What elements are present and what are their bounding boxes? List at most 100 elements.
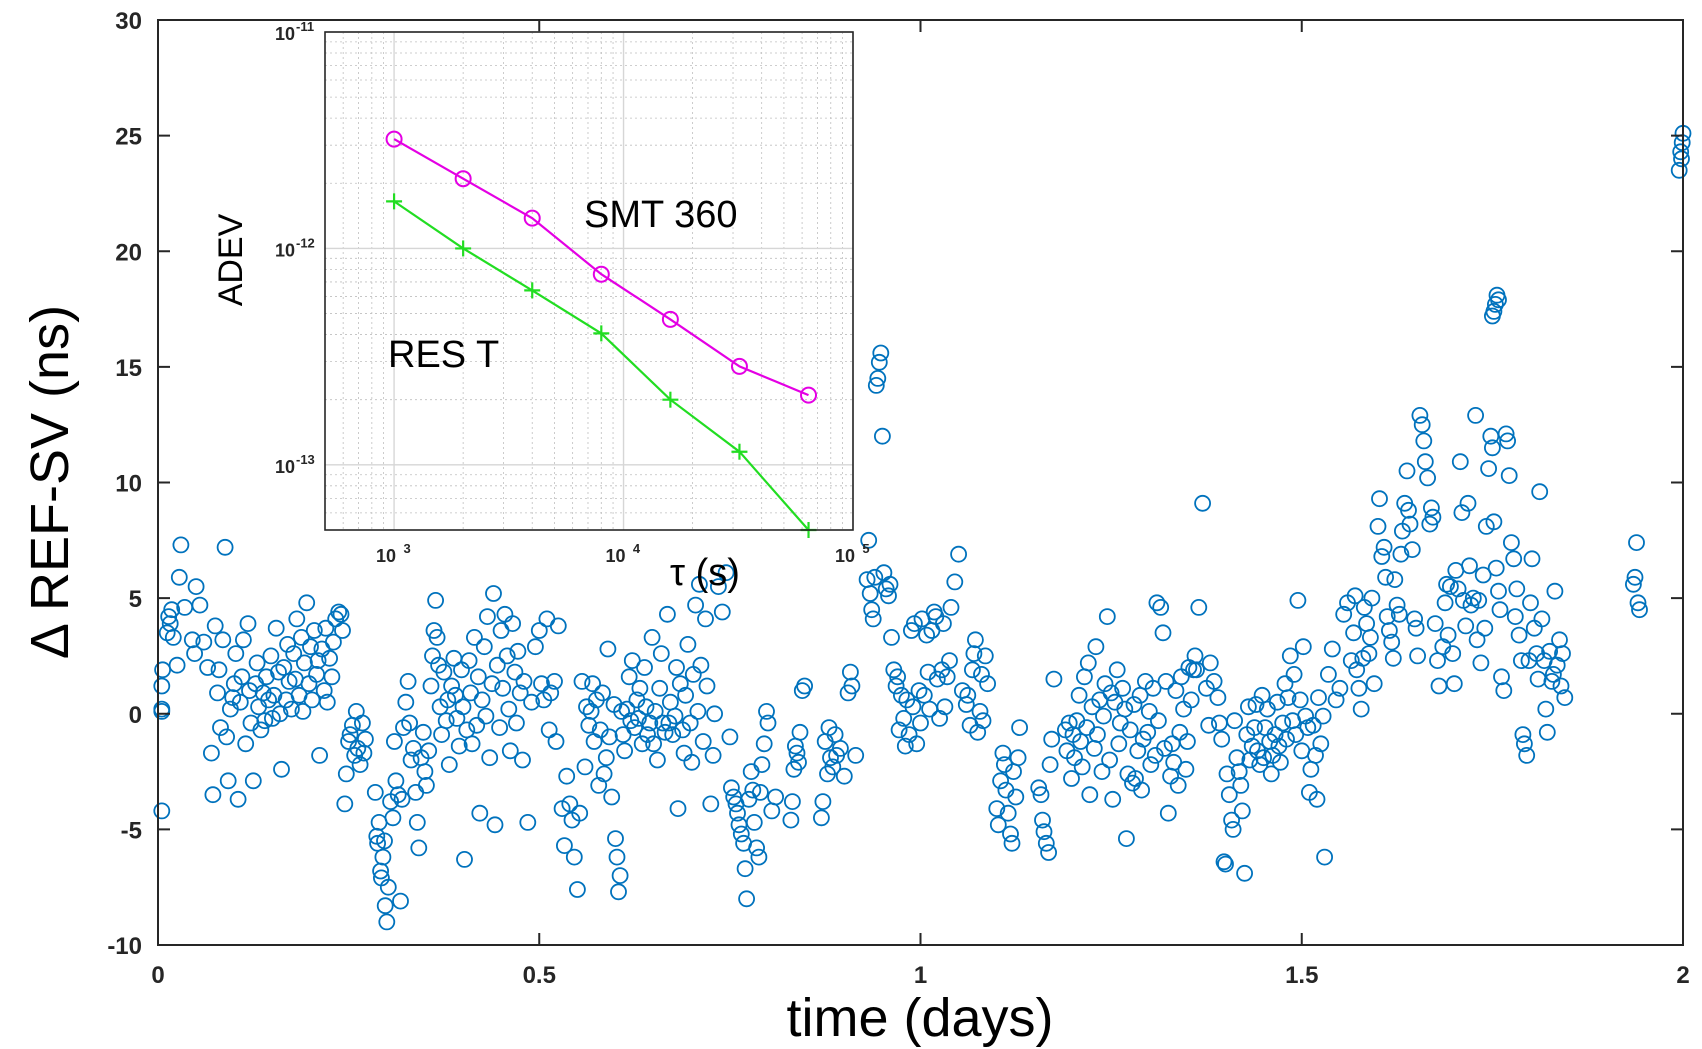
data-point bbox=[384, 809, 402, 827]
data-point bbox=[1087, 638, 1105, 656]
data-point bbox=[832, 740, 849, 757]
data-point bbox=[1350, 679, 1368, 697]
data-point bbox=[1533, 610, 1551, 628]
data-point bbox=[546, 673, 563, 690]
data-point bbox=[782, 811, 800, 829]
data-point bbox=[547, 733, 565, 750]
data-point bbox=[1186, 647, 1204, 665]
data-point bbox=[748, 839, 765, 857]
data-point bbox=[1101, 751, 1118, 769]
data-point bbox=[1262, 765, 1280, 783]
data-point bbox=[1472, 654, 1490, 672]
data-point bbox=[974, 712, 992, 730]
data-point bbox=[1272, 753, 1289, 771]
data-point bbox=[477, 707, 495, 725]
data-point bbox=[1625, 575, 1642, 593]
data-point bbox=[1626, 568, 1644, 586]
data-point bbox=[1108, 661, 1126, 679]
inset-x-tick-exponent: 3 bbox=[403, 541, 410, 556]
data-point bbox=[1096, 675, 1114, 693]
data-point bbox=[216, 538, 234, 556]
data-point bbox=[1279, 689, 1297, 706]
data-point bbox=[530, 622, 548, 639]
data-point bbox=[971, 703, 989, 720]
data-point bbox=[918, 626, 935, 644]
data-point bbox=[556, 837, 573, 854]
data-point bbox=[847, 747, 865, 764]
data-point bbox=[883, 629, 900, 646]
data-point bbox=[1459, 494, 1477, 512]
data-point bbox=[234, 631, 252, 649]
data-point bbox=[227, 645, 245, 662]
data-point bbox=[1352, 700, 1370, 718]
data-point bbox=[633, 735, 651, 753]
data-point bbox=[866, 568, 884, 586]
inset-x-tick-label: 10 bbox=[606, 546, 626, 566]
inset-x-tick-exponent: 4 bbox=[633, 541, 641, 556]
data-point bbox=[758, 703, 775, 720]
x-tick-label: 0.5 bbox=[523, 962, 556, 989]
data-point bbox=[1513, 652, 1530, 669]
data-point bbox=[1335, 605, 1353, 623]
data-point bbox=[514, 751, 531, 769]
data-point bbox=[713, 603, 731, 621]
inset-y-tick-exponent: -11 bbox=[296, 19, 314, 34]
data-point bbox=[1200, 716, 1218, 734]
data-point bbox=[910, 682, 928, 699]
data-point bbox=[683, 753, 701, 771]
data-point bbox=[488, 656, 506, 674]
data-point bbox=[1188, 661, 1205, 679]
data-point bbox=[376, 897, 394, 915]
data-point bbox=[1468, 631, 1486, 649]
data-point bbox=[1327, 691, 1345, 709]
data-point bbox=[870, 353, 888, 371]
data-point bbox=[941, 652, 958, 669]
data-point bbox=[397, 693, 415, 711]
data-point bbox=[1453, 504, 1471, 521]
data-point bbox=[1546, 582, 1564, 600]
data-point bbox=[1291, 691, 1309, 709]
inset-plus-marker bbox=[524, 282, 541, 299]
data-point bbox=[164, 629, 182, 646]
data-point bbox=[877, 580, 895, 598]
data-point bbox=[356, 730, 374, 748]
data-point bbox=[790, 753, 807, 771]
data-point bbox=[652, 645, 670, 662]
data-point bbox=[656, 723, 674, 741]
data-point bbox=[1362, 629, 1379, 646]
data-point bbox=[681, 714, 699, 732]
data-point bbox=[668, 659, 685, 676]
data-point bbox=[992, 772, 1009, 790]
data-point bbox=[942, 599, 960, 616]
data-point bbox=[659, 605, 676, 623]
data-point bbox=[336, 795, 354, 813]
data-point bbox=[1495, 682, 1513, 699]
data-point bbox=[1114, 679, 1131, 697]
data-point bbox=[1381, 622, 1398, 639]
data-point bbox=[1007, 788, 1025, 806]
data-point bbox=[1485, 513, 1503, 531]
data-point bbox=[1320, 666, 1337, 683]
data-point bbox=[861, 585, 879, 602]
data-point bbox=[1095, 707, 1112, 725]
data-point bbox=[744, 781, 762, 799]
data-point bbox=[168, 656, 186, 674]
data-point bbox=[1331, 679, 1349, 697]
data-point bbox=[427, 592, 445, 609]
data-point bbox=[1230, 763, 1248, 780]
data-point bbox=[1363, 589, 1381, 607]
data-point bbox=[584, 675, 601, 693]
inset-circle-marker bbox=[800, 386, 818, 404]
data-point bbox=[1294, 638, 1312, 656]
data-point bbox=[248, 654, 266, 672]
data-point bbox=[1415, 432, 1433, 450]
inset-plus-marker bbox=[593, 325, 610, 342]
data-point bbox=[965, 645, 983, 662]
data-point bbox=[498, 647, 516, 665]
data-point bbox=[1490, 291, 1507, 309]
data-point bbox=[1369, 518, 1387, 535]
data-point bbox=[1505, 550, 1523, 568]
data-point bbox=[880, 587, 897, 605]
data-point bbox=[874, 427, 891, 445]
inset-plot-frame bbox=[324, 31, 854, 531]
